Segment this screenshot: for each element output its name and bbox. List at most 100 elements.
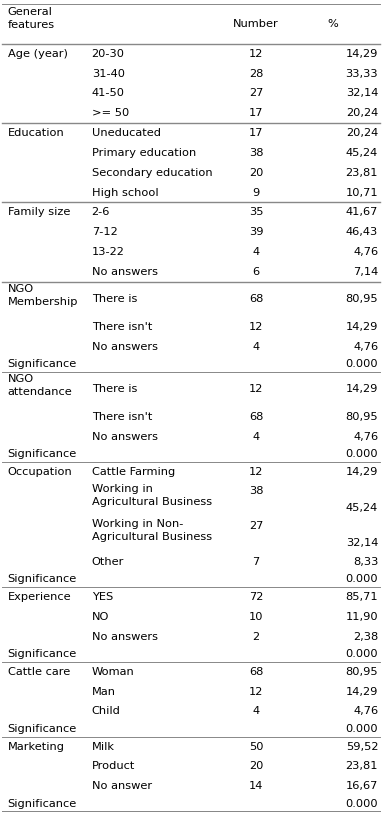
Text: Other: Other <box>92 557 124 567</box>
Text: 35: 35 <box>249 207 263 217</box>
Text: 46,43: 46,43 <box>346 227 378 237</box>
Text: Cattle Farming: Cattle Farming <box>92 467 175 476</box>
Text: 0.000: 0.000 <box>346 650 378 659</box>
Text: Product: Product <box>92 761 135 772</box>
Text: 72: 72 <box>249 592 263 602</box>
Text: Milk: Milk <box>92 741 115 751</box>
Text: High school: High school <box>92 188 158 198</box>
Text: 39: 39 <box>249 227 263 237</box>
Text: 41-50: 41-50 <box>92 89 125 98</box>
Text: Significance: Significance <box>8 359 77 369</box>
Text: 4: 4 <box>253 706 259 716</box>
Text: 7,14: 7,14 <box>353 267 378 277</box>
Text: Marketing: Marketing <box>8 741 65 751</box>
Text: 4: 4 <box>253 432 259 441</box>
Text: 4,76: 4,76 <box>353 706 378 716</box>
Text: 27: 27 <box>249 520 263 531</box>
Text: 4,76: 4,76 <box>353 247 378 257</box>
Text: 9: 9 <box>253 188 259 198</box>
Text: 85,71: 85,71 <box>346 592 378 602</box>
Text: 11,90: 11,90 <box>346 612 378 622</box>
Text: 20,24: 20,24 <box>346 108 378 118</box>
Text: 12: 12 <box>249 49 263 59</box>
Text: NGO
attendance: NGO attendance <box>8 374 73 397</box>
Text: 0.000: 0.000 <box>346 575 378 585</box>
Text: 45,24: 45,24 <box>346 503 378 513</box>
Text: 50: 50 <box>249 741 263 751</box>
Text: 20: 20 <box>249 167 263 178</box>
Text: 14,29: 14,29 <box>346 686 378 697</box>
Text: No answers: No answers <box>92 632 158 641</box>
Text: 7-12: 7-12 <box>92 227 117 237</box>
Text: 10,71: 10,71 <box>346 188 378 198</box>
Text: Working in Non-
Agricultural Business: Working in Non- Agricultural Business <box>92 520 212 541</box>
Text: Significance: Significance <box>8 450 77 459</box>
Text: 14,29: 14,29 <box>346 322 378 332</box>
Text: 38: 38 <box>249 485 263 495</box>
Text: 41,67: 41,67 <box>346 207 378 217</box>
Text: 4: 4 <box>253 247 259 257</box>
Text: 38: 38 <box>249 148 263 158</box>
Text: General
features: General features <box>8 7 55 30</box>
Text: 14: 14 <box>249 781 263 791</box>
Text: Cattle care: Cattle care <box>8 667 70 676</box>
Text: >= 50: >= 50 <box>92 108 129 118</box>
Text: 8,33: 8,33 <box>353 557 378 567</box>
Text: 2-6: 2-6 <box>92 207 110 217</box>
Text: 17: 17 <box>249 108 263 118</box>
Text: 23,81: 23,81 <box>346 167 378 178</box>
Text: Significance: Significance <box>8 650 77 659</box>
Text: 12: 12 <box>249 322 263 332</box>
Text: 80,95: 80,95 <box>346 667 378 676</box>
Text: There is: There is <box>92 294 137 304</box>
Text: No answers: No answers <box>92 267 158 277</box>
Text: 4,76: 4,76 <box>353 341 378 352</box>
Text: 33,33: 33,33 <box>346 68 378 79</box>
Text: 4: 4 <box>253 341 259 352</box>
Text: Significance: Significance <box>8 575 77 585</box>
Text: NO: NO <box>92 612 109 622</box>
Text: 12: 12 <box>249 467 263 476</box>
Text: Working in
Agricultural Business: Working in Agricultural Business <box>92 485 212 506</box>
Text: 0.000: 0.000 <box>346 359 378 369</box>
Text: 32,14: 32,14 <box>346 538 378 548</box>
Text: 12: 12 <box>249 385 263 394</box>
Text: 0.000: 0.000 <box>346 798 378 809</box>
Text: 10: 10 <box>249 612 263 622</box>
Text: 0.000: 0.000 <box>346 450 378 459</box>
Text: 68: 68 <box>249 412 263 422</box>
Text: 0.000: 0.000 <box>346 724 378 734</box>
Text: 20: 20 <box>249 761 263 772</box>
Text: NGO
Membership: NGO Membership <box>8 285 78 307</box>
Text: 31-40: 31-40 <box>92 68 125 79</box>
Text: No answer: No answer <box>92 781 152 791</box>
Text: 23,81: 23,81 <box>346 761 378 772</box>
Text: No answers: No answers <box>92 432 158 441</box>
Text: Education: Education <box>8 128 65 138</box>
Text: 4,76: 4,76 <box>353 432 378 441</box>
Text: 27: 27 <box>249 89 263 98</box>
Text: 2,38: 2,38 <box>353 632 378 641</box>
Text: 16,67: 16,67 <box>346 781 378 791</box>
Text: 2: 2 <box>253 632 259 641</box>
Text: There isn't: There isn't <box>92 322 152 332</box>
Text: No answers: No answers <box>92 341 158 352</box>
Text: Experience: Experience <box>8 592 71 602</box>
Text: Secondary education: Secondary education <box>92 167 212 178</box>
Text: Occupation: Occupation <box>8 467 73 476</box>
Text: Significance: Significance <box>8 724 77 734</box>
Text: %: % <box>327 19 338 29</box>
Text: 20,24: 20,24 <box>346 128 378 138</box>
Text: 68: 68 <box>249 667 263 676</box>
Text: Uneducated: Uneducated <box>92 128 161 138</box>
Text: 59,52: 59,52 <box>346 741 378 751</box>
Text: 20-30: 20-30 <box>92 49 125 59</box>
Text: Family size: Family size <box>8 207 70 217</box>
Text: 6: 6 <box>253 267 259 277</box>
Text: 12: 12 <box>249 686 263 697</box>
Text: 45,24: 45,24 <box>346 148 378 158</box>
Text: 14,29: 14,29 <box>346 467 378 476</box>
Text: Significance: Significance <box>8 798 77 809</box>
Text: 68: 68 <box>249 294 263 304</box>
Text: Woman: Woman <box>92 667 134 676</box>
